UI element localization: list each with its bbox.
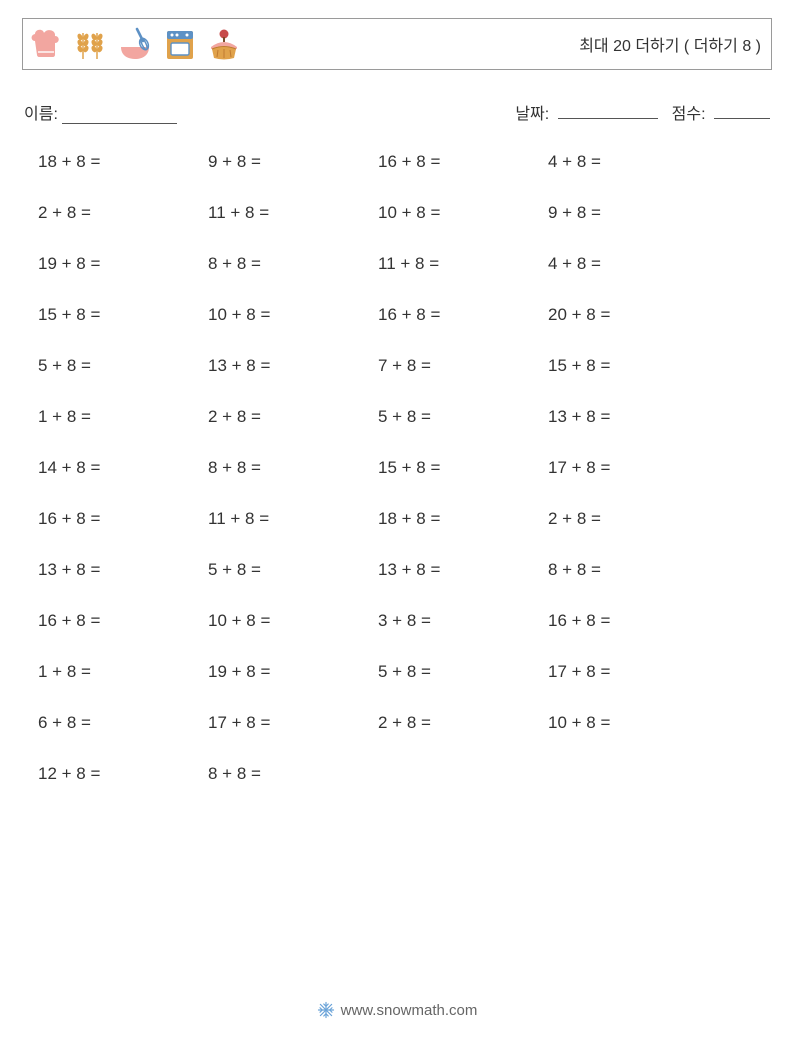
pie-icon	[207, 25, 241, 63]
problem-cell: 17 + 8 =	[548, 662, 718, 682]
problem-cell: 8 + 8 =	[208, 254, 378, 274]
problem-cell: 8 + 8 =	[208, 458, 378, 478]
problem-cell	[548, 764, 718, 784]
problem-cell: 18 + 8 =	[378, 509, 548, 529]
problem-cell: 17 + 8 =	[548, 458, 718, 478]
problem-cell: 1 + 8 =	[38, 407, 208, 427]
score-label: 점수:	[672, 106, 706, 123]
meta-name: 이름:	[24, 100, 177, 124]
problem-cell: 10 + 8 =	[548, 713, 718, 733]
problem-cell: 16 + 8 =	[38, 509, 208, 529]
date-blank[interactable]	[558, 104, 658, 119]
problem-cell: 10 + 8 =	[208, 611, 378, 631]
meta-row: 이름: 날짜: 점수:	[22, 100, 772, 124]
snowflake-icon	[317, 1001, 335, 1019]
oven-icon	[163, 25, 197, 63]
problem-cell: 15 + 8 =	[548, 356, 718, 376]
problem-cell: 10 + 8 =	[378, 203, 548, 223]
problem-cell: 1 + 8 =	[38, 662, 208, 682]
problem-cell: 3 + 8 =	[378, 611, 548, 631]
problem-cell: 11 + 8 =	[208, 203, 378, 223]
header-icons	[29, 25, 241, 63]
problem-cell: 10 + 8 =	[208, 305, 378, 325]
problem-cell: 18 + 8 =	[38, 152, 208, 172]
worksheet-title: 최대 20 더하기 ( 더하기 8 )	[579, 32, 761, 56]
problem-cell: 5 + 8 =	[378, 662, 548, 682]
wheat-icon	[73, 25, 107, 63]
problem-cell: 9 + 8 =	[548, 203, 718, 223]
problem-cell: 7 + 8 =	[378, 356, 548, 376]
problem-cell: 16 + 8 =	[378, 305, 548, 325]
problem-cell: 4 + 8 =	[548, 152, 718, 172]
problem-cell: 15 + 8 =	[38, 305, 208, 325]
problem-cell: 2 + 8 =	[38, 203, 208, 223]
problem-cell: 13 + 8 =	[378, 560, 548, 580]
problem-cell: 8 + 8 =	[548, 560, 718, 580]
problem-cell: 11 + 8 =	[208, 509, 378, 529]
problem-cell: 12 + 8 =	[38, 764, 208, 784]
problem-cell	[378, 764, 548, 784]
problem-cell: 19 + 8 =	[208, 662, 378, 682]
problem-cell: 2 + 8 =	[208, 407, 378, 427]
chef-hat-icon	[29, 25, 63, 63]
score-blank[interactable]	[714, 104, 770, 119]
problem-cell: 11 + 8 =	[378, 254, 548, 274]
worksheet-page: 최대 20 더하기 ( 더하기 8 ) 이름: 날짜: 점수: 18 + 8 =…	[0, 0, 794, 1053]
problems-grid: 18 + 8 =9 + 8 =16 + 8 =4 + 8 =2 + 8 =11 …	[22, 152, 772, 784]
problem-cell: 4 + 8 =	[548, 254, 718, 274]
problem-cell: 16 + 8 =	[38, 611, 208, 631]
problem-cell: 16 + 8 =	[378, 152, 548, 172]
footer-url: www.snowmath.com	[341, 1002, 478, 1019]
footer: www.snowmath.com	[0, 1001, 794, 1019]
problem-cell: 19 + 8 =	[38, 254, 208, 274]
meta-date: 날짜:	[515, 100, 657, 124]
problem-cell: 9 + 8 =	[208, 152, 378, 172]
problem-cell: 8 + 8 =	[208, 764, 378, 784]
date-label: 날짜:	[515, 106, 549, 123]
name-blank[interactable]	[62, 109, 177, 124]
problem-cell: 20 + 8 =	[548, 305, 718, 325]
problem-cell: 6 + 8 =	[38, 713, 208, 733]
problem-cell: 5 + 8 =	[38, 356, 208, 376]
meta-score: 점수:	[672, 100, 770, 124]
header-bar: 최대 20 더하기 ( 더하기 8 )	[22, 18, 772, 70]
problem-cell: 17 + 8 =	[208, 713, 378, 733]
problem-cell: 5 + 8 =	[208, 560, 378, 580]
problem-cell: 13 + 8 =	[38, 560, 208, 580]
problem-cell: 13 + 8 =	[548, 407, 718, 427]
mixing-bowl-icon	[117, 25, 153, 63]
problem-cell: 2 + 8 =	[378, 713, 548, 733]
name-label: 이름:	[24, 100, 58, 124]
problem-cell: 2 + 8 =	[548, 509, 718, 529]
problem-cell: 15 + 8 =	[378, 458, 548, 478]
problem-cell: 14 + 8 =	[38, 458, 208, 478]
problem-cell: 5 + 8 =	[378, 407, 548, 427]
problem-cell: 16 + 8 =	[548, 611, 718, 631]
problem-cell: 13 + 8 =	[208, 356, 378, 376]
